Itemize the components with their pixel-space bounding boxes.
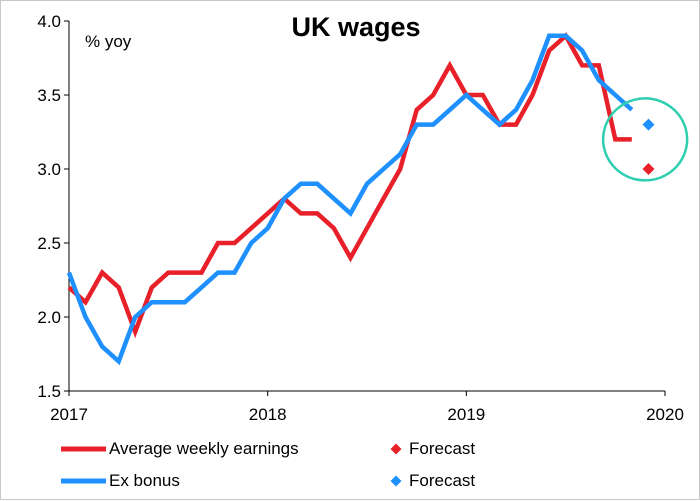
x-tick-label: 2020 [646,405,684,424]
y-tick-label: 3.0 [37,160,61,179]
y-tick-label: 4.0 [37,12,61,31]
chart-title: UK wages [291,12,420,42]
y-tick-label: 2.5 [37,234,61,253]
series-line-0 [67,32,632,339]
legend-label-0: Average weekly earnings [109,439,299,458]
x-tick-label: 2017 [50,405,88,424]
series-layer [66,32,655,366]
axes: 1.5 2.0 2.5 3.0 3.5 4.0 2017 2018 2019 2020 [37,12,684,424]
highlight-ellipse [601,97,689,182]
legend: Average weekly earnings Ex bonus Forecast F… [61,439,475,490]
x-tick-label: 2019 [447,405,485,424]
x-tick-label: 2018 [249,405,287,424]
series-line-1 [66,33,634,366]
legend-swatch-marker-3 [390,475,402,487]
legend-label-2: Forecast [409,439,475,458]
y-tick-label: 2.0 [37,308,61,327]
y-unit-label: % yoy [85,32,132,51]
forecast-marker-3 [642,118,655,131]
annotation-layer [601,97,689,182]
legend-label-1: Ex bonus [109,471,180,490]
y-tick-label: 1.5 [37,382,61,401]
legend-label-3: Forecast [409,471,475,490]
legend-swatch-marker-2 [390,443,402,455]
forecast-marker-2 [642,163,655,175]
y-tick-label: 3.5 [37,86,61,105]
